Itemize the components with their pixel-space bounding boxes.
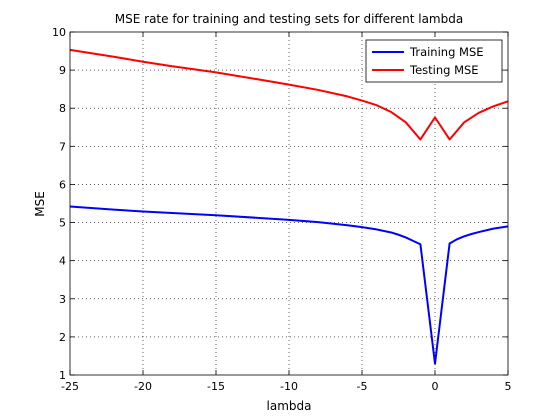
y-tick-label: 9 [59,64,66,77]
y-tick-label: 8 [59,102,66,115]
x-tick-label: -10 [280,380,298,393]
y-tick-label: 10 [52,26,66,39]
x-tick-labels: -25 -20 -15 -10 -5 0 5 [61,380,511,393]
y-tick-label: 3 [59,293,66,306]
y-tick-label: 7 [59,140,66,153]
x-axis-label: lambda [267,399,312,413]
x-tick-label: -25 [61,380,79,393]
y-tick-label: 1 [59,369,66,382]
axis-ticks [69,31,509,376]
chart-title: MSE rate for training and testing sets f… [115,12,463,26]
series-line-training [69,205,509,365]
y-tick-label: 5 [59,217,66,230]
y-tick-label: 6 [59,178,66,191]
grid-lines [70,32,508,375]
x-tick-label: -15 [207,380,225,393]
y-tick-label: 2 [59,331,66,344]
legend-label: Testing MSE [409,63,479,77]
y-axis-label: MSE [33,191,47,217]
x-tick-label: -20 [134,380,152,393]
legend-box [365,39,503,83]
series-line-testing [69,48,509,141]
x-tick-label: 5 [505,380,512,393]
legend: Training MSE Testing MSE [365,39,503,83]
y-tick-label: 4 [59,255,66,268]
plot-frame [69,31,509,376]
y-tick-labels: 1 2 3 4 5 6 7 8 9 10 [52,26,66,382]
x-tick-label: 0 [432,380,439,393]
series-layer [69,48,509,365]
x-tick-label: -5 [357,380,368,393]
legend-label: Training MSE [409,45,484,59]
